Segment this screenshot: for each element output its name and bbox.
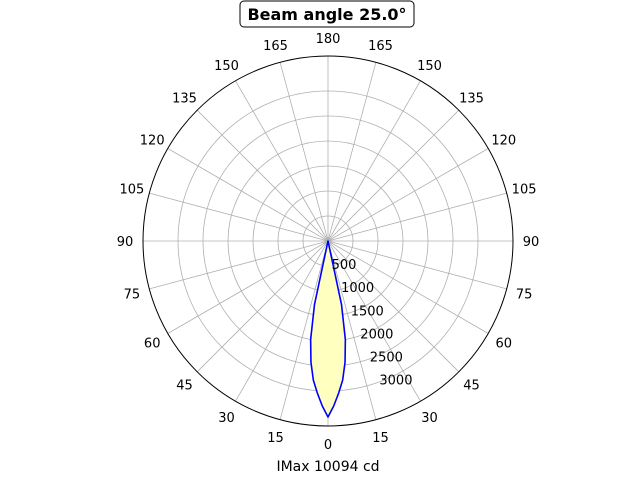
angle-grid-line [235, 240, 329, 402]
angle-grid-line [149, 240, 329, 290]
intensity-line [309, 240, 347, 418]
angle-tick-label: 60 [144, 337, 161, 352]
angle-tick-label: 165 [368, 39, 393, 54]
angle-grid-line [327, 192, 507, 242]
angle-grid-line [327, 240, 377, 420]
angle-tick-label: 75 [124, 288, 141, 303]
angle-grid-line [196, 109, 329, 242]
angle-grid-line [235, 80, 329, 242]
angle-grid-line [327, 109, 460, 242]
angle-grid-line [327, 62, 377, 242]
angle-tick-label: 105 [119, 183, 144, 198]
angle-tick-label: 90 [523, 235, 540, 250]
angle-tick-label: 45 [463, 379, 480, 394]
radial-tick-label: 2000 [360, 327, 393, 342]
angle-grid-line [149, 192, 329, 242]
angle-tick-label: 135 [459, 92, 484, 107]
title-frame [239, 0, 415, 28]
polar-frame [142, 55, 514, 427]
angle-grid-line [327, 148, 489, 242]
angle-tick-label: 165 [263, 39, 288, 54]
angle-tick-label: 15 [267, 431, 284, 446]
radial-tick-label: 1000 [341, 281, 374, 296]
radial-tick-label: 2500 [370, 351, 403, 366]
angle-tick-label: 30 [421, 411, 438, 426]
angle-grid-line [327, 240, 507, 290]
radial-tick-labels: 500 1000 1500 2000 2500 3000 [332, 258, 413, 389]
angle-tick-label: 120 [491, 134, 516, 149]
angle-tick-labels: 0 15 30 45 60 75 90 105 120 135 150 165 180 165 150 135… [117, 32, 540, 453]
x-axis-label: IMax 10094 cd [276, 459, 379, 475]
radial-tick-label: 3000 [379, 374, 412, 389]
angle-tick-label: 60 [496, 337, 513, 352]
intensity-curve [309, 240, 347, 418]
angle-tick-label: 75 [516, 288, 533, 303]
angle-tick-label: 90 [117, 235, 134, 250]
angle-grid-line [279, 240, 329, 420]
chart-title: Beam angle 25.0° [247, 5, 406, 24]
chart-title-box: Beam angle 25.0° [239, 0, 415, 28]
angle-tick-label: 105 [512, 183, 537, 198]
radial-tick-label: 500 [332, 258, 357, 273]
angle-grid-line [279, 62, 329, 242]
angle-tick-label: 150 [417, 59, 442, 74]
angle-tick-label: 45 [176, 379, 193, 394]
angle-tick-label: 135 [172, 92, 197, 107]
angle-tick-label: 120 [140, 134, 165, 149]
angle-grid-line [167, 148, 329, 242]
angle-tick-label: 180 [316, 32, 341, 47]
angle-tick-label: 30 [218, 411, 235, 426]
angle-grid-line [327, 80, 421, 242]
angle-tick-label: 150 [214, 59, 239, 74]
radial-tick-label: 1500 [351, 304, 384, 319]
angle-grid-line [327, 240, 489, 334]
angle-grid-line [196, 240, 329, 373]
angle-tick-label: 15 [372, 431, 389, 446]
angle-grid-line [167, 240, 329, 334]
angle-grid-line [327, 240, 460, 373]
angle-tick-label: 0 [324, 438, 332, 453]
angle-grid-line [327, 240, 421, 402]
